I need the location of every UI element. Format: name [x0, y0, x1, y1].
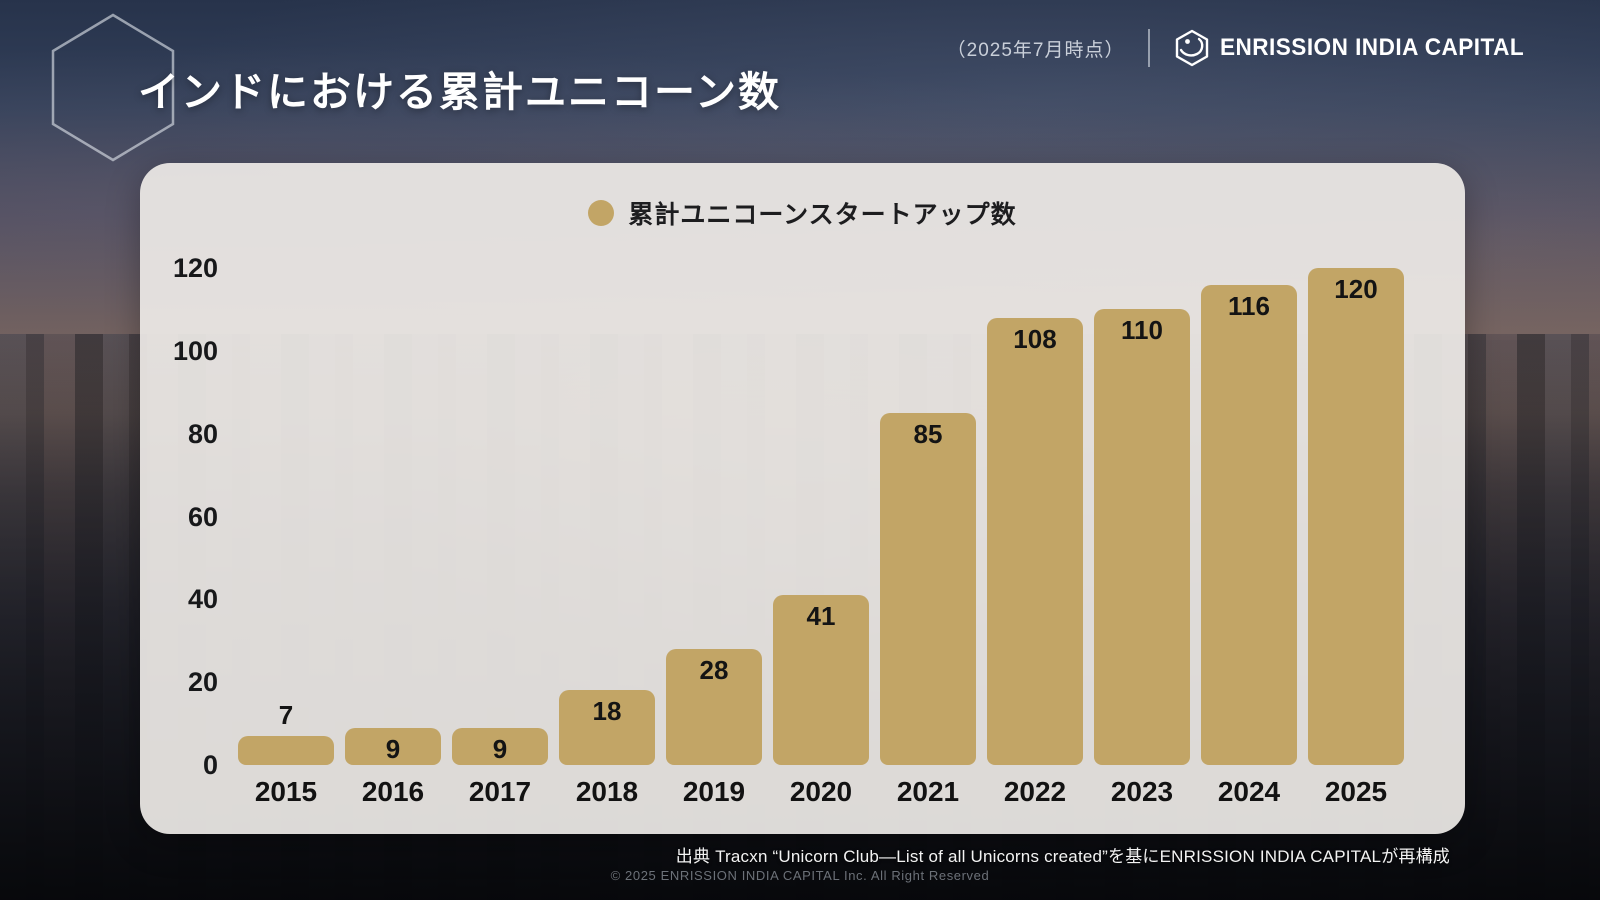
bar-value: 41	[806, 601, 836, 631]
y-axis-tick: 20	[187, 667, 218, 698]
bar-column: 110 2023	[1093, 249, 1191, 807]
x-axis-label: 2022	[1003, 776, 1067, 807]
header-right: （2025年7月時点） ENRISSION INDIA CAPITAL	[947, 26, 1544, 70]
x-axis-label: 2019	[682, 776, 746, 807]
brand-name: ENRISSION INDIA CAPITAL	[1220, 34, 1525, 61]
bar	[1201, 285, 1297, 765]
x-axis-label: 2023	[1110, 776, 1174, 807]
copyright-note: © 2025 ENRISSION INDIA CAPITAL Inc. All …	[610, 868, 990, 883]
y-axis-tick: 60	[187, 501, 218, 532]
bar-value: 7	[278, 700, 294, 730]
x-axis-label: 2025	[1324, 776, 1388, 807]
header-divider	[1148, 29, 1151, 67]
bar-column: 108 2022	[986, 249, 1084, 807]
chart-panel: 累計ユニコーンスタートアップ数 0 20 40 60 80 100 120 7 2015 9 20…	[140, 163, 1465, 834]
x-axis-label: 2018	[575, 776, 639, 807]
y-axis-tick: 100	[172, 335, 218, 366]
bar-column: 18 2018	[558, 249, 656, 807]
bar	[987, 318, 1083, 765]
bar	[345, 728, 441, 765]
bar-column: 9 2016	[344, 249, 442, 807]
bar	[452, 728, 548, 765]
brand-hexagon-icon	[1176, 29, 1209, 67]
bar-value: 110	[1121, 315, 1163, 345]
y-axis-tick: 0	[202, 750, 218, 780]
bar-value: 18	[592, 696, 622, 726]
chart-legend: 累計ユニコーンスタートアップ数	[140, 195, 1465, 231]
bar-chart: 0 20 40 60 80 100 120 7 2015 9 2016 9 2017 18 2018 28 2…	[173, 249, 1405, 807]
bar-value: 28	[699, 655, 729, 685]
bar-column: 28 2019	[665, 249, 763, 807]
bar	[559, 690, 655, 765]
bar	[238, 736, 334, 765]
bar	[1094, 309, 1190, 765]
bar-column: 85 2021	[879, 249, 977, 807]
date-note: （2025年7月時点）	[946, 39, 1125, 61]
bar-column: 41 2020	[772, 249, 870, 807]
bar-value: 120	[1334, 274, 1378, 304]
page-title: インドにおける累計ユニコーン数	[138, 68, 781, 116]
legend-label: 累計ユニコーンスタートアップ数	[628, 201, 1017, 229]
bar-value: 85	[913, 419, 943, 449]
legend-swatch	[588, 200, 615, 226]
bars: 7 2015 9 2016 9 2017 18 2018 28 2019 41 2020 85 2021 1…	[237, 249, 1405, 807]
bar-column: 9 2017	[451, 249, 549, 807]
x-axis-label: 2016	[361, 776, 425, 807]
y-axis-tick: 40	[187, 584, 218, 615]
source-note: 出典 Tracxn “Unicorn Club—List of all Unic…	[675, 847, 1450, 866]
x-axis-label: 2017	[468, 776, 532, 807]
bar	[1308, 268, 1404, 765]
y-axis-tick: 120	[172, 253, 218, 283]
bar-value: 108	[1013, 324, 1057, 354]
bar	[773, 595, 869, 765]
bar-column: 116 2024	[1200, 249, 1298, 807]
x-axis-label: 2015	[254, 776, 318, 807]
x-axis-label: 2021	[896, 776, 960, 807]
bar-value: 116	[1228, 291, 1270, 321]
x-axis-label: 2024	[1217, 776, 1281, 807]
bar-value: 9	[385, 734, 401, 764]
bar	[666, 649, 762, 765]
bar-value: 9	[492, 734, 508, 764]
brand-logo: ENRISSION INDIA CAPITAL	[1174, 29, 1544, 67]
bar-column: 7 2015	[237, 249, 335, 807]
y-axis-tick: 80	[187, 418, 218, 449]
bar	[880, 413, 976, 765]
x-axis-label: 2020	[789, 776, 853, 807]
bar-column: 120 2025	[1307, 249, 1405, 807]
hexagon-decoration-icon	[51, 13, 175, 162]
